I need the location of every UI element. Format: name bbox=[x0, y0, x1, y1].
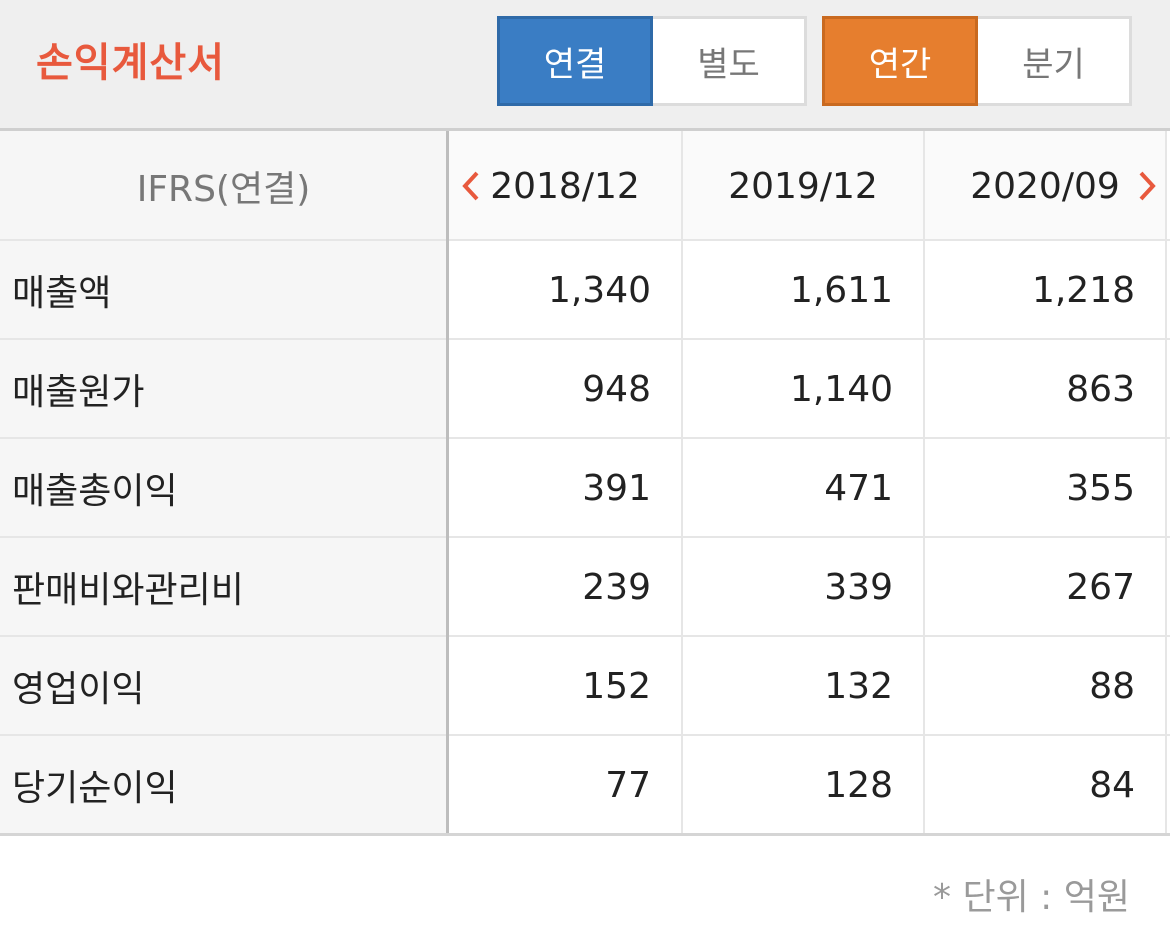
cell-value: 355 bbox=[1066, 467, 1135, 509]
cell-value: 339 bbox=[824, 566, 893, 608]
table-row: 판매비와관리비 239 339 267 bbox=[0, 538, 1170, 636]
column-header: 2018/12 bbox=[449, 131, 681, 241]
cell-value: 1,611 bbox=[789, 269, 893, 311]
cell-value: 77 bbox=[605, 764, 651, 806]
corner-label: IFRS(연결) bbox=[0, 131, 447, 241]
row-label: 판매비와관리비 bbox=[0, 538, 447, 636]
table-bottom-border bbox=[0, 833, 1170, 836]
divider bbox=[0, 239, 1170, 241]
cell-value: 863 bbox=[1066, 368, 1135, 410]
divider bbox=[0, 536, 1170, 538]
column-divider bbox=[681, 131, 683, 833]
cell-value: 1,140 bbox=[789, 368, 893, 410]
cell-value: 948 bbox=[582, 368, 651, 410]
cell-value: 471 bbox=[824, 467, 893, 509]
statement-header: 손익계산서 연결 별도 연간 분기 bbox=[0, 0, 1170, 130]
cell-value: 239 bbox=[582, 566, 651, 608]
cell-value: 1,340 bbox=[547, 269, 651, 311]
divider bbox=[0, 734, 1170, 736]
consolidated-button[interactable]: 연결 bbox=[497, 16, 653, 106]
column-divider bbox=[1165, 131, 1167, 833]
table-row: 매출원가 948 1,140 863 bbox=[0, 340, 1170, 438]
row-label: 매출액 bbox=[0, 241, 447, 339]
chevron-left-icon[interactable] bbox=[460, 169, 482, 212]
table-row: 매출액 1,340 1,611 1,218 bbox=[0, 241, 1170, 339]
unit-note: * 단위 : 억원 bbox=[933, 877, 1130, 918]
column-divider bbox=[923, 131, 925, 833]
column-header: 2019/12 bbox=[683, 131, 923, 241]
cell-value: 152 bbox=[582, 665, 651, 707]
header-divider bbox=[0, 128, 1170, 131]
annual-button[interactable]: 연간 bbox=[822, 16, 978, 106]
cell-value: 84 bbox=[1089, 764, 1135, 806]
table-row: 당기순이익 77 128 84 bbox=[0, 736, 1170, 834]
cell-value: 88 bbox=[1089, 665, 1135, 707]
cell-value: 128 bbox=[824, 764, 893, 806]
table-header-row: IFRS(연결) 2018/12 2019/12 2020/09 bbox=[0, 131, 1170, 241]
page-title: 손익계산서 bbox=[36, 40, 225, 86]
divider bbox=[0, 338, 1170, 340]
label-column-divider bbox=[446, 131, 449, 833]
divider bbox=[0, 437, 1170, 439]
cell-value: 267 bbox=[1066, 566, 1135, 608]
table-row: 매출총이익 391 471 355 bbox=[0, 439, 1170, 537]
divider bbox=[0, 635, 1170, 637]
row-label: 매출총이익 bbox=[0, 439, 447, 537]
row-label: 당기순이익 bbox=[0, 736, 447, 834]
basis-toggle: 연결 별도 bbox=[497, 16, 807, 106]
separate-button[interactable]: 별도 bbox=[653, 16, 807, 106]
row-label: 영업이익 bbox=[0, 637, 447, 735]
cell-value: 391 bbox=[582, 467, 651, 509]
column-header: 2020/09 bbox=[925, 131, 1165, 241]
cell-value: 132 bbox=[824, 665, 893, 707]
cell-value: 1,218 bbox=[1031, 269, 1135, 311]
income-statement-table: IFRS(연결) 2018/12 2019/12 2020/09 매출액 1,3… bbox=[0, 131, 1170, 836]
period-toggle: 연간 분기 bbox=[822, 16, 1132, 106]
quarterly-button[interactable]: 분기 bbox=[978, 16, 1132, 106]
row-label: 매출원가 bbox=[0, 340, 447, 438]
chevron-right-icon[interactable] bbox=[1136, 169, 1158, 212]
table-row: 영업이익 152 132 88 bbox=[0, 637, 1170, 735]
